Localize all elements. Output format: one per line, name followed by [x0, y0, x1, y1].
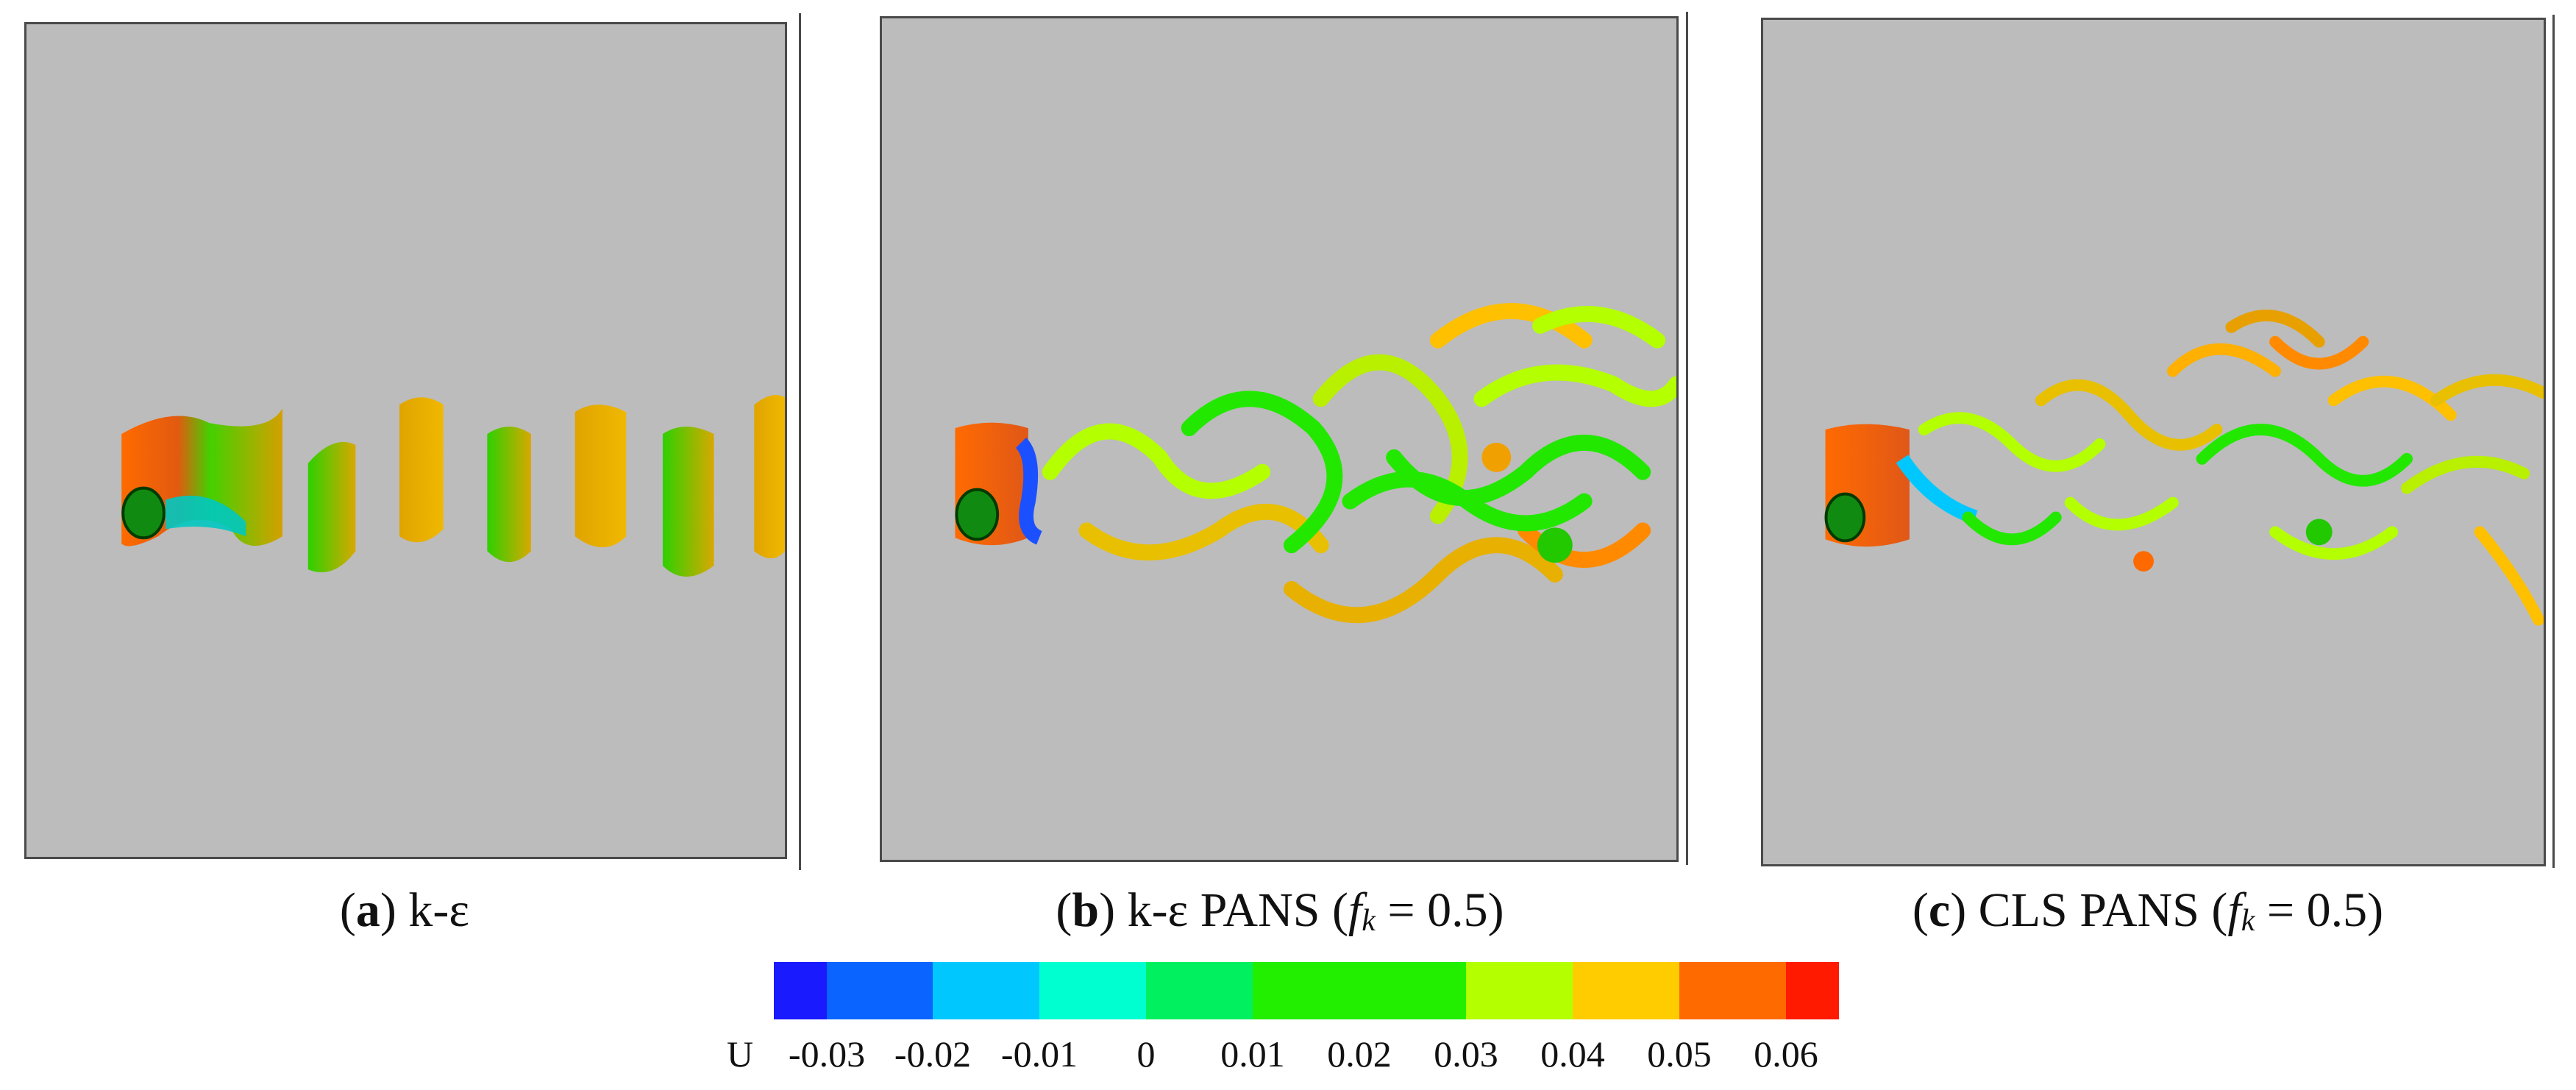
- colorbar-tick: -0.03: [788, 1033, 866, 1075]
- colorbar-swatch: [1253, 962, 1466, 1019]
- colorbar-swatch: [1786, 962, 1839, 1019]
- colorbar-variable-label: U: [727, 1033, 754, 1075]
- caption-c: (c) CLS PANS (fk = 0.5): [1912, 883, 2384, 938]
- colorbar-tick: 0.05: [1647, 1033, 1712, 1075]
- colorbar-tick: 0: [1136, 1033, 1156, 1075]
- panel-b-isosurface: [955, 302, 1676, 624]
- colorbar-tick: -0.01: [1000, 1033, 1078, 1075]
- caption-b: (b) k-ε PANS (fk = 0.5): [1056, 883, 1504, 938]
- colorbar: [774, 962, 1839, 1019]
- panel-c-image: [1761, 18, 2546, 866]
- caption-a: (a) k-ε: [339, 883, 470, 937]
- colorbar-tick: -0.02: [894, 1033, 972, 1075]
- panel-b-divider: [1686, 12, 1688, 865]
- colorbar-tick: 0.04: [1540, 1033, 1605, 1075]
- panel-a-image: [24, 22, 787, 859]
- colorbar-swatch: [1146, 962, 1253, 1019]
- colorbar-swatch: [1573, 962, 1679, 1019]
- colorbar-tick: 0.01: [1220, 1033, 1285, 1075]
- colorbar-swatch: [774, 962, 827, 1019]
- panel-c-divider: [2552, 15, 2555, 868]
- panel-c-isosurface: [1824, 309, 2544, 626]
- colorbar-tick: 0.03: [1434, 1033, 1498, 1075]
- panel-a-divider: [799, 13, 801, 870]
- colorbar-swatch: [1466, 962, 1573, 1019]
- panel-b-image: [880, 16, 1679, 862]
- colorbar-swatch: [1039, 962, 1146, 1019]
- colorbar-tick: 0.06: [1754, 1033, 1818, 1075]
- colorbar-tick: 0.02: [1327, 1033, 1392, 1075]
- colorbar-swatch: [933, 962, 1039, 1019]
- colorbar-swatch: [1679, 962, 1786, 1019]
- panel-a-isosurface: [121, 394, 785, 577]
- colorbar-swatch: [827, 962, 933, 1019]
